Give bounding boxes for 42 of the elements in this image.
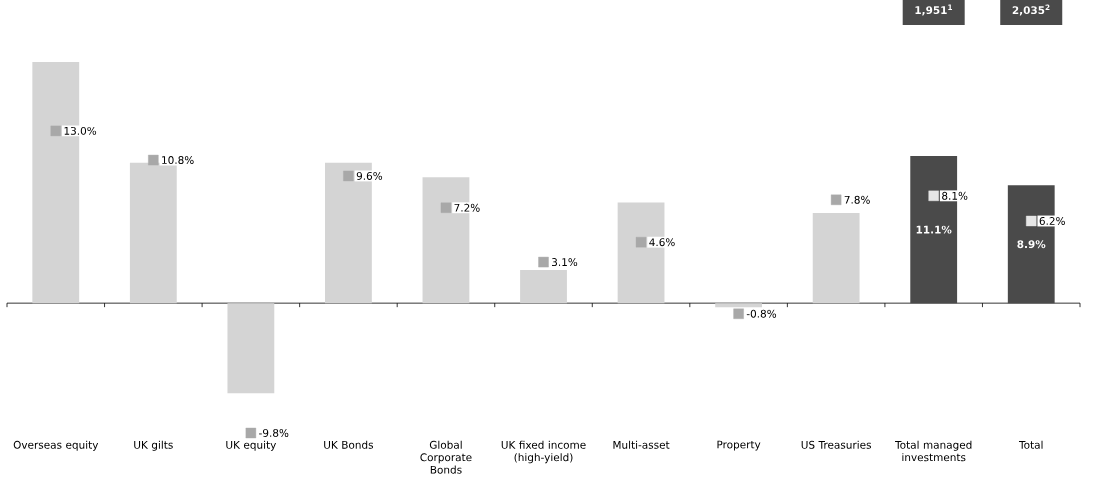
data-label: 8.1%	[942, 191, 968, 200]
point	[245, 427, 257, 439]
data-label: 13.0%	[64, 126, 97, 135]
data-label: 9.6%	[356, 171, 383, 180]
x-tick-label: Total managed investments	[895, 440, 972, 462]
bar	[227, 303, 275, 394]
point	[830, 194, 842, 205]
point	[1026, 215, 1037, 227]
point	[733, 308, 744, 319]
x-tick-label: UK Bonds	[324, 440, 374, 449]
x-tick-label: Overseas equity	[13, 440, 99, 451]
x-tick-label: US Treasuries	[801, 440, 872, 449]
text: 2,035$^{2}$	[1012, 4, 1050, 16]
text: 1,951$^{1}$	[915, 4, 953, 16]
data-label: 4.6%	[649, 238, 675, 247]
data-label: 11.1%	[916, 225, 952, 234]
x-tick-label: Property	[717, 440, 761, 451]
x-tick-label: Multi-asset	[613, 440, 670, 449]
bar	[129, 162, 177, 304]
point	[50, 125, 61, 137]
point	[148, 154, 159, 166]
data-label: 7.8%	[844, 195, 870, 204]
data-label: -9.8%	[259, 429, 289, 437]
point	[928, 190, 939, 202]
bar	[715, 303, 763, 308]
data-label: 6.2%	[1039, 217, 1065, 225]
point	[635, 237, 647, 248]
point	[538, 256, 549, 268]
bar	[520, 270, 567, 304]
point	[440, 202, 452, 213]
data-label: 8.9%	[1017, 240, 1046, 249]
data-label: 10.8%	[162, 156, 194, 164]
data-label: 3.1%	[552, 258, 578, 267]
data-label: -0.8%	[746, 309, 777, 318]
point	[343, 170, 354, 182]
x-tick-label: Total	[1018, 440, 1043, 449]
data-label: 7.2%	[454, 203, 480, 212]
x-tick-label: UK gilts	[134, 440, 173, 451]
bar	[812, 213, 860, 304]
x-tick-label: UK fixed income (high-yield)	[501, 440, 586, 464]
x-tick-label: UK equity	[226, 440, 277, 451]
x-tick-label: Global Corporate Bonds	[420, 440, 472, 474]
